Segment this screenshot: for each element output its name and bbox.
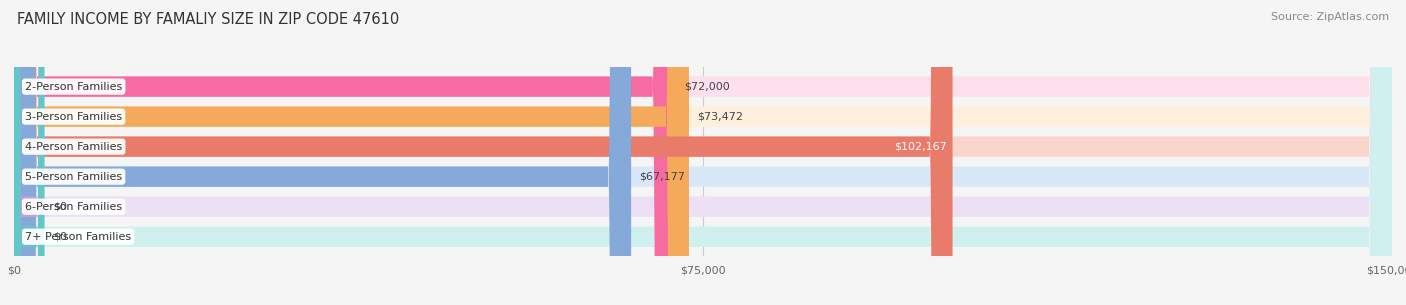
Text: $67,177: $67,177 bbox=[640, 172, 685, 182]
FancyBboxPatch shape bbox=[14, 0, 1392, 305]
Text: Source: ZipAtlas.com: Source: ZipAtlas.com bbox=[1271, 12, 1389, 22]
Text: $0: $0 bbox=[52, 232, 66, 242]
FancyBboxPatch shape bbox=[14, 0, 1392, 305]
Text: 6-Person Families: 6-Person Families bbox=[25, 202, 122, 212]
FancyBboxPatch shape bbox=[14, 0, 952, 305]
Text: FAMILY INCOME BY FAMALIY SIZE IN ZIP CODE 47610: FAMILY INCOME BY FAMALIY SIZE IN ZIP COD… bbox=[17, 12, 399, 27]
Text: $72,000: $72,000 bbox=[683, 82, 730, 92]
FancyBboxPatch shape bbox=[14, 0, 675, 305]
FancyBboxPatch shape bbox=[14, 0, 631, 305]
Text: 5-Person Families: 5-Person Families bbox=[25, 172, 122, 182]
FancyBboxPatch shape bbox=[14, 0, 45, 305]
Text: $73,472: $73,472 bbox=[697, 112, 744, 122]
Text: 2-Person Families: 2-Person Families bbox=[25, 82, 122, 92]
FancyBboxPatch shape bbox=[14, 0, 1392, 305]
FancyBboxPatch shape bbox=[14, 0, 1392, 305]
FancyBboxPatch shape bbox=[14, 0, 1392, 305]
FancyBboxPatch shape bbox=[14, 0, 45, 305]
Text: 7+ Person Families: 7+ Person Families bbox=[25, 232, 131, 242]
Text: 4-Person Families: 4-Person Families bbox=[25, 142, 122, 152]
Text: $0: $0 bbox=[52, 202, 66, 212]
Text: $102,167: $102,167 bbox=[894, 142, 948, 152]
Text: 3-Person Families: 3-Person Families bbox=[25, 112, 122, 122]
FancyBboxPatch shape bbox=[14, 0, 1392, 305]
FancyBboxPatch shape bbox=[14, 0, 689, 305]
